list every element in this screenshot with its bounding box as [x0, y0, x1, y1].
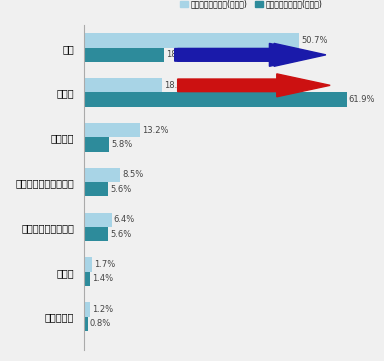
Legend: 最も重視するもの(競潕前), 最も重視するもの(競潕後): 最も重視するもの(競潕前), 最も重視するもの(競潕後)	[177, 0, 326, 12]
Polygon shape	[175, 43, 320, 66]
Text: 1.2%: 1.2%	[92, 305, 113, 314]
Bar	[84, 168, 121, 182]
Text: 0.8%: 0.8%	[90, 319, 111, 328]
Text: 5.8%: 5.8%	[111, 140, 132, 149]
Text: 5.6%: 5.6%	[110, 185, 132, 194]
Bar	[84, 317, 88, 331]
Bar	[84, 123, 141, 137]
Text: 5.6%: 5.6%	[110, 230, 132, 239]
Polygon shape	[178, 43, 326, 66]
Bar	[84, 302, 89, 317]
Bar	[84, 182, 108, 196]
Bar	[84, 33, 299, 48]
Text: 50.7%: 50.7%	[301, 36, 328, 45]
Text: 8.5%: 8.5%	[122, 170, 144, 179]
Text: 18.2%: 18.2%	[164, 81, 190, 90]
Bar	[84, 48, 164, 62]
Bar	[84, 137, 109, 152]
Polygon shape	[178, 74, 330, 97]
Text: 1.4%: 1.4%	[93, 274, 114, 283]
Bar	[84, 272, 90, 286]
Text: 1.7%: 1.7%	[94, 260, 115, 269]
Text: 6.4%: 6.4%	[114, 215, 135, 224]
Bar	[84, 257, 92, 272]
Bar	[84, 78, 162, 92]
Text: 61.9%: 61.9%	[349, 95, 375, 104]
Text: 13.2%: 13.2%	[142, 126, 169, 135]
Bar	[84, 227, 108, 241]
Text: 18.8%: 18.8%	[166, 50, 193, 59]
Bar	[84, 213, 112, 227]
Bar	[84, 92, 347, 107]
